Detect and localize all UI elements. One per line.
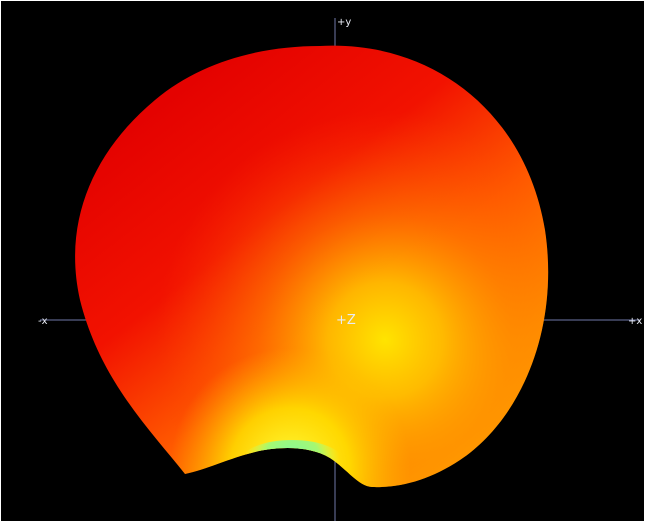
axis-label-pos-y: +y [337,17,351,28]
axis-label-pos-x: +x [628,316,642,327]
pattern-bottom-region [75,45,549,488]
axis-label-neg-x: -x [38,316,48,327]
axis-label-pos-z: +Z [336,313,356,328]
radiation-pattern-surface[interactable] [60,40,580,500]
